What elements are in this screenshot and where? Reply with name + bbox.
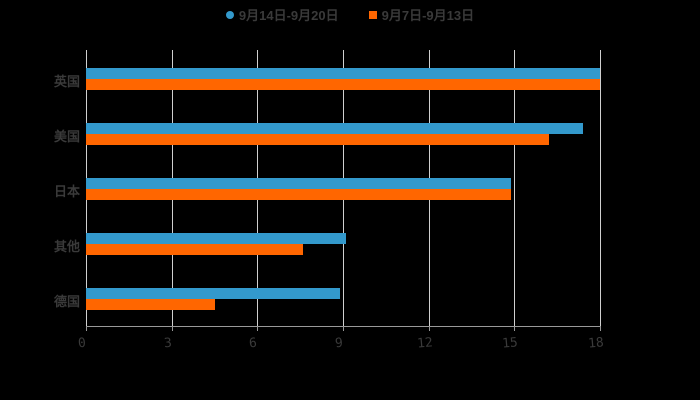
gridline [514, 50, 516, 326]
x-tick [257, 326, 259, 331]
x-tick [343, 326, 344, 331]
y-category-label: 日本 [53, 184, 80, 199]
bar-week2[interactable] [86, 288, 341, 300]
bar-week2[interactable] [86, 233, 346, 245]
legend-label: 9月14日-9月20日 [238, 8, 339, 23]
x-tick-label: 9 [334, 335, 344, 352]
x-tick-label: 12 [416, 335, 434, 352]
bar-week2[interactable] [86, 122, 583, 134]
bar-week1[interactable] [86, 189, 512, 200]
y-category-label: 其他 [53, 239, 80, 255]
x-tick-label: 0 [77, 335, 87, 352]
chart-legend: 9月14日-9月20日 9月7日-9月13日 [0, 5, 700, 24]
bar-week2[interactable] [86, 67, 600, 79]
y-category-label: 英国 [53, 73, 80, 89]
x-tick [514, 326, 516, 331]
y-category-label: 德国 [53, 294, 80, 310]
legend-marker-circle-icon [225, 10, 234, 19]
legend-item-week2[interactable]: 9月14日-9月20日 [225, 5, 339, 24]
x-tick [171, 326, 173, 331]
bar-week1[interactable] [86, 78, 600, 90]
x-tick [428, 326, 430, 331]
plot-area [86, 50, 601, 326]
gridline [600, 50, 601, 326]
bar-week2[interactable] [86, 178, 512, 189]
x-tick-label: 3 [163, 335, 173, 352]
legend-label: 9月7日-9月13日 [381, 8, 475, 23]
x-tick-label: 18 [587, 335, 605, 352]
x-tick [86, 326, 87, 331]
x-tick-label: 6 [248, 335, 258, 352]
legend-marker-square-icon [368, 10, 377, 19]
bar-week1[interactable] [86, 299, 215, 311]
legend-item-week1[interactable]: 9月7日-9月13日 [368, 5, 475, 24]
bar-week1[interactable] [86, 244, 304, 256]
bar-week1[interactable] [86, 133, 549, 145]
y-category-label: 美国 [53, 128, 80, 144]
x-tick-label: 15 [501, 335, 519, 352]
x-tick [600, 326, 601, 331]
